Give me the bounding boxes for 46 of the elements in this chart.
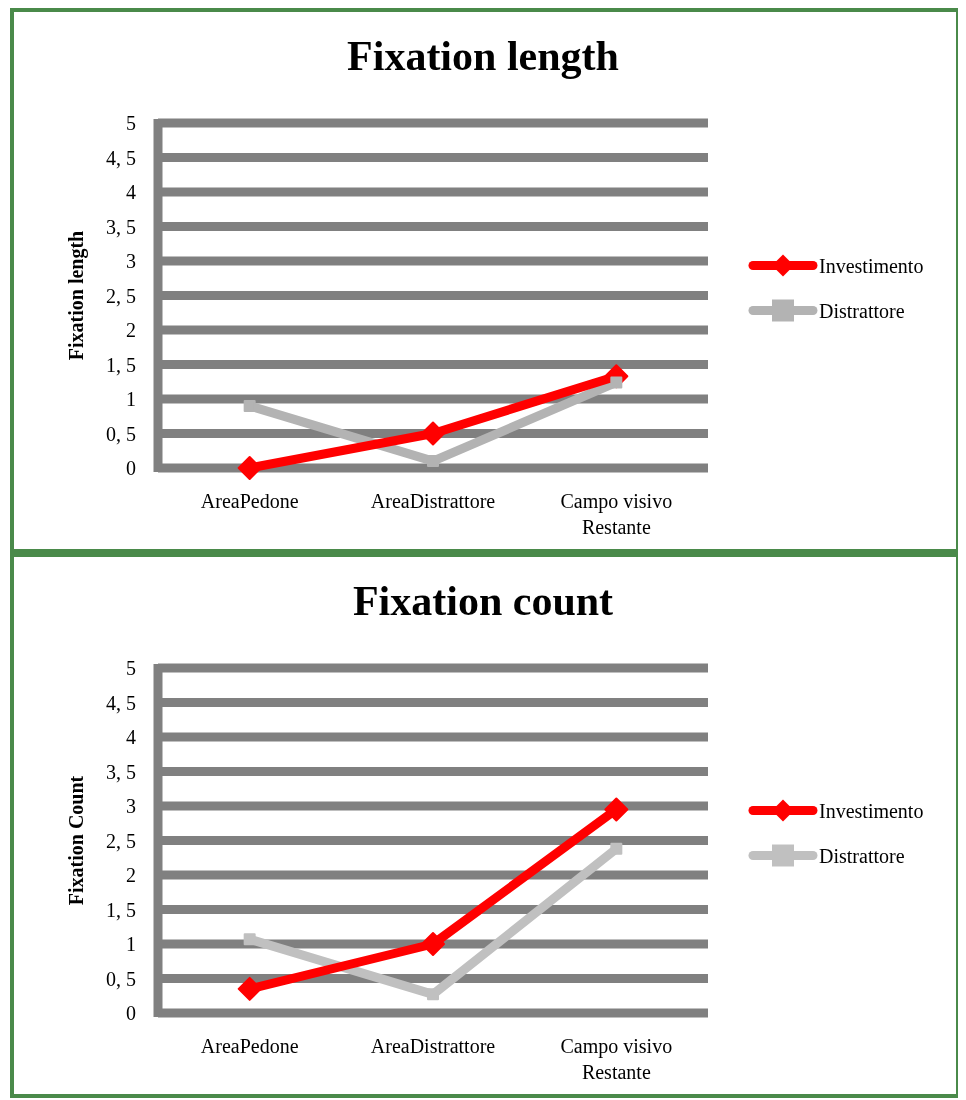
y-tick-label: 3: [126, 250, 136, 272]
y-axis-title: Fixation Count: [65, 775, 87, 906]
legend-label: Distrattore: [819, 299, 905, 322]
y-tick-label: 2: [126, 319, 136, 341]
y-tick-label: 4, 5: [106, 691, 136, 714]
y-tick-label: 0: [126, 1002, 136, 1024]
point: [243, 933, 256, 946]
point: [243, 399, 256, 412]
y-tick-label: 0: [126, 457, 136, 479]
point: [610, 842, 623, 855]
y-tick-label: 5: [126, 657, 136, 679]
point: [427, 455, 439, 468]
point: [237, 976, 262, 1001]
y-tick-label: 5: [126, 112, 136, 134]
y-tick-label: 0, 5: [106, 967, 136, 990]
x-tick-label: AreaDistrattore: [370, 490, 496, 512]
y-tick-label: 2, 5: [106, 284, 136, 307]
legend-label: Investimento: [819, 254, 924, 277]
y-tick-label: 4: [126, 181, 136, 203]
x-tick-label: Campo visivo Restante: [560, 490, 673, 538]
x-tick-label: AreaPedone: [200, 1035, 299, 1057]
y-tick-label: 2: [126, 864, 136, 886]
x-tick-label: Campo visivo Restante: [560, 1035, 673, 1083]
y-tick-label: 3: [126, 795, 136, 817]
chart-title: Fixation count: [352, 578, 614, 624]
y-tick-label: 4, 5: [106, 146, 136, 169]
y-tick-label: 3, 5: [106, 215, 136, 238]
point: [421, 932, 445, 956]
point: [237, 456, 262, 480]
point: [421, 421, 445, 446]
y-tick-label: 4: [126, 726, 136, 748]
y-tick-label: 1, 5: [106, 898, 136, 921]
point: [427, 988, 439, 1001]
y-axis-title: Fixation length: [65, 230, 88, 361]
x-tick-label: AreaDistrattore: [370, 1035, 496, 1057]
legend-label: Investimento: [819, 799, 924, 822]
legend-label: Distrattore: [819, 844, 905, 867]
point: [604, 797, 629, 822]
chart-title: Fixation length: [347, 33, 619, 79]
y-tick-label: 3, 5: [106, 760, 136, 783]
x-tick-label: AreaPedone: [200, 490, 299, 512]
y-tick-label: 1: [126, 388, 136, 410]
y-tick-label: 1, 5: [106, 353, 136, 376]
y-tick-label: 2, 5: [106, 829, 136, 852]
y-tick-label: 0, 5: [106, 422, 136, 445]
y-tick-label: 1: [126, 933, 136, 955]
